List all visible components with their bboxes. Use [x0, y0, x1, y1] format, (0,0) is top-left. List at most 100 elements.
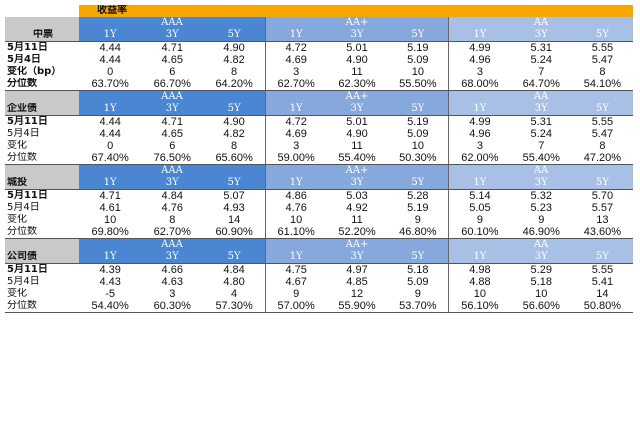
tenor-header: 5Y — [387, 103, 450, 116]
tenor-header: 5Y — [387, 251, 450, 264]
table-cell: 4.75 — [285, 264, 307, 276]
table-cell: 60.10% — [448, 226, 511, 239]
table-cell: 3 — [293, 66, 300, 78]
table-cell: 4.99 — [469, 116, 491, 128]
table-cell: 3 — [169, 288, 176, 300]
table-cell: 9 — [538, 214, 545, 226]
row-label: 5月4日 — [7, 276, 40, 287]
table-cell: 5.03 — [346, 190, 368, 202]
table-cell: 57.30% — [203, 300, 266, 313]
table-cell: 5.19 — [387, 41, 450, 54]
table-cell: 4.44 — [99, 54, 121, 66]
table-cell: 53.70% — [387, 300, 450, 313]
table-cell: 5.09 — [387, 54, 450, 66]
tenor-header: 5Y — [203, 177, 266, 190]
table-cell: 10 — [104, 214, 117, 226]
rating-grade-header: AA — [448, 90, 633, 103]
rating-grade-header: AA+ — [265, 90, 450, 103]
section-label-blank — [5, 238, 80, 251]
section-tenor-row: 企业债 1Y 3Y 5Y 1Y 3Y 5Y 1Y 3Y 5Y — [5, 103, 633, 116]
table-cell: 5.14 — [469, 190, 491, 202]
table-cell: 52.20% — [326, 226, 388, 239]
table-cell: 61.10% — [265, 226, 327, 239]
table-cell: 62.70% — [265, 78, 327, 91]
table-cell: 4.99 — [469, 42, 491, 54]
rating-grade-header: AA+ — [265, 17, 450, 29]
section-name: 城投 — [5, 177, 80, 190]
tenor-header: 3Y — [141, 177, 204, 190]
table-cell: 4.88 — [469, 276, 491, 288]
row-label: 变化 — [7, 214, 27, 225]
table-cell: 6 — [169, 66, 176, 78]
table-cell: 4.71 — [99, 190, 121, 202]
table-row: 变化（bp） 0 6 8 3 11 10 3 7 8 — [5, 66, 633, 78]
row-label: 5月4日 — [7, 54, 41, 65]
table-cell: 46.90% — [510, 226, 572, 239]
table-cell: 9 — [293, 288, 300, 300]
table-cell: 62.70% — [141, 226, 204, 239]
table-cell: 8 — [203, 140, 266, 152]
table-cell: 4.65 — [161, 54, 183, 66]
table-cell: 4.98 — [469, 264, 491, 276]
table-cell: 5.19 — [387, 202, 450, 214]
table-cell: 64.20% — [203, 78, 266, 91]
section-name: 中票 — [5, 29, 80, 42]
table-cell: 0 — [107, 140, 114, 152]
table-cell: 50.80% — [571, 300, 633, 313]
section-name: 公司债 — [5, 251, 80, 264]
table-cell: 9 — [387, 288, 450, 300]
tenor-header: 5Y — [571, 251, 633, 264]
title-blank-cell — [5, 5, 79, 17]
table-row: 分位数 69.80% 62.70% 60.90% 61.10% 52.20% 46.80% 6… — [5, 226, 633, 239]
table-cell: 11 — [351, 214, 363, 226]
table-cell: 4.90 — [346, 54, 368, 66]
table-cell: 5.01 — [346, 42, 368, 54]
table-cell: 4.44 — [99, 42, 121, 54]
rating-grade-header: AA+ — [265, 238, 450, 251]
table-row: 5月11日 4.44 4.71 4.90 4.72 5.01 5.19 4.99 5.31 5.5… — [5, 115, 633, 128]
tenor-header: 1Y — [265, 251, 327, 264]
yield-table: 收益率 AAA AA+ AA 中票 1Y 3Y 5Y 1Y 3Y 5Y 1Y 3Y 5Y 5月11日 4.4… — [5, 5, 633, 313]
rating-grade-header: AA — [448, 17, 633, 29]
table-cell: 8 — [599, 66, 606, 78]
table-cell: 4.85 — [346, 276, 368, 288]
table-cell: 67.40% — [79, 152, 142, 165]
table-cell: 4.69 — [285, 128, 307, 140]
table-cell: 59.00% — [265, 152, 327, 165]
table-cell: 50.30% — [387, 152, 450, 165]
table-cell: 11 — [351, 140, 363, 152]
table-cell: 5.09 — [387, 128, 450, 140]
table-cell: 4.80 — [203, 276, 266, 288]
table-cell: 4.65 — [161, 128, 183, 140]
table-cell: 4.61 — [99, 202, 121, 214]
table-row: 5月11日 4.44 4.71 4.90 4.72 5.01 5.19 4.99 5.31 5.5… — [5, 41, 633, 54]
row-label: 5月4日 — [7, 202, 40, 213]
section-grade-row: AAA AA+ AA — [5, 17, 633, 29]
rating-grade-header: AA+ — [265, 164, 450, 177]
table-cell: 5.24 — [530, 54, 552, 66]
row-label: 分位数 — [5, 78, 80, 91]
section-tenor-row: 城投 1Y 3Y 5Y 1Y 3Y 5Y 1Y 3Y 5Y — [5, 177, 633, 190]
table-cell: 4.66 — [161, 264, 183, 276]
table-cell: 4.84 — [203, 263, 266, 276]
table-cell: 8 — [169, 214, 176, 226]
table-cell: 7 — [538, 66, 545, 78]
table-cell: 9 — [387, 214, 450, 226]
table-title: 收益率 — [79, 5, 633, 17]
table-cell: 64.70% — [510, 78, 572, 91]
table-cell: 55.40% — [326, 152, 388, 165]
table-cell: 10 — [290, 214, 303, 226]
table-cell: 10 — [387, 66, 450, 78]
table-row: 5月4日 4.44 4.65 4.82 4.69 4.90 5.09 4.96 5.24 5.47 — [5, 54, 633, 66]
table-cell: 4.69 — [285, 54, 307, 66]
table-cell: 4.90 — [203, 41, 266, 54]
tenor-header: 5Y — [571, 177, 633, 190]
tenor-header: 1Y — [448, 103, 511, 116]
tenor-header: 3Y — [326, 103, 388, 116]
table-cell: 8 — [203, 66, 266, 78]
table-cell: 76.50% — [141, 152, 204, 165]
section-grade-row: AAA AA+ AA — [5, 90, 633, 103]
table-cell: 4.97 — [346, 264, 368, 276]
table-row: 分位数 67.40% 76.50% 65.60% 59.00% 55.40% 50.30% 6… — [5, 152, 633, 165]
